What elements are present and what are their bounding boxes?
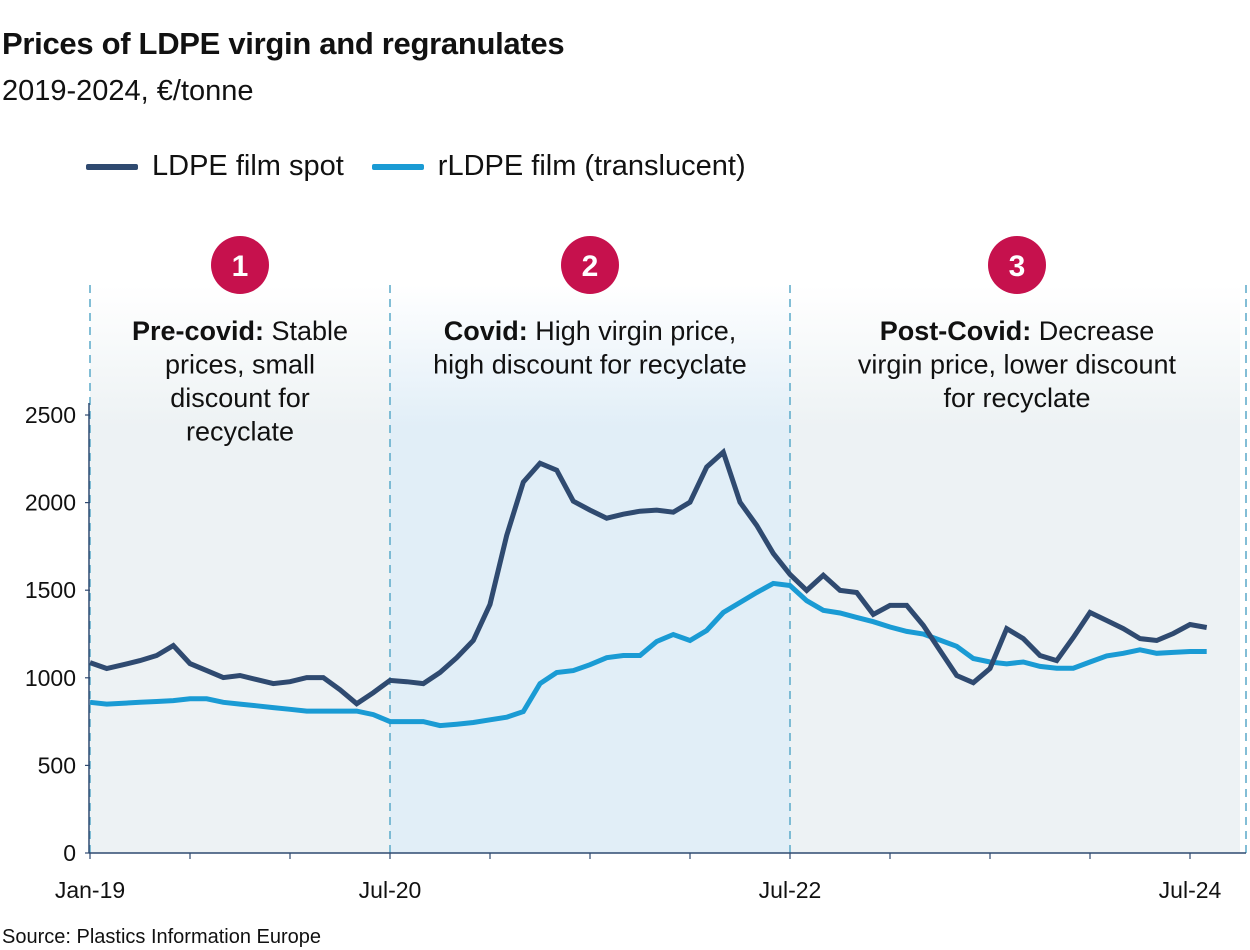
annotation-bold: Post-Covid: xyxy=(880,316,1032,346)
step-badge-3 xyxy=(988,236,1046,294)
y-tick-label: 500 xyxy=(38,752,76,778)
annotation-line: Post-Covid: Decrease xyxy=(880,316,1155,346)
x-tick-label: Jan-19 xyxy=(55,877,125,903)
step-badge-number: 3 xyxy=(1009,250,1026,283)
region-1 xyxy=(90,285,390,853)
annotation-text: Decrease xyxy=(1031,316,1154,346)
legend: LDPE film spot rLDPE film (translucent) xyxy=(86,150,774,183)
series-line-ldpe xyxy=(89,447,1208,707)
annotation-line: prices, small xyxy=(165,350,315,380)
legend-item-rldpe: rLDPE film (translucent) xyxy=(371,150,746,183)
step-badge-number: 1 xyxy=(232,250,249,283)
y-tick-label: 2000 xyxy=(25,490,76,516)
region-3 xyxy=(790,285,1240,853)
annotation-line: discount for xyxy=(170,383,310,413)
y-tick-label: 1000 xyxy=(25,665,76,691)
series-line-rldpe xyxy=(89,580,1207,729)
series-points-ldpe xyxy=(89,452,1207,704)
legend-item-ldpe: LDPE film spot xyxy=(86,150,344,183)
x-tick-label: Jul-20 xyxy=(359,877,422,903)
step-badge-number: 2 xyxy=(582,250,599,283)
chart-subtitle: 2019-2024, €/tonne xyxy=(2,75,254,107)
annotation-line: Pre-covid: Stable xyxy=(132,316,348,346)
annotation-text: High virgin price, xyxy=(528,316,737,346)
annotation-line: recyclate xyxy=(186,417,294,447)
annotation-line: for recyclate xyxy=(943,383,1090,413)
annotation-line: high discount for recyclate xyxy=(433,350,747,380)
y-tick-label: 1500 xyxy=(25,577,76,603)
legend-swatch-rldpe xyxy=(371,163,424,170)
region-2 xyxy=(390,285,790,853)
annotation-line: Covid: High virgin price, xyxy=(444,316,737,346)
annotation-line: virgin price, lower discount xyxy=(858,350,1177,380)
source-note: Source: Plastics Information Europe xyxy=(2,926,322,948)
legend-label-rldpe: rLDPE film (translucent) xyxy=(437,150,746,182)
x-tick-label: Jul-22 xyxy=(759,877,822,903)
legend-swatch-ldpe xyxy=(86,163,138,170)
annotation-text: Stable xyxy=(264,316,348,346)
step-badge-1 xyxy=(211,236,269,294)
y-tick-label: 2500 xyxy=(25,402,76,428)
chart-title: Prices of LDPE virgin and regranulates xyxy=(2,26,565,61)
series-points-rldpe xyxy=(89,583,1207,726)
step-badge-2 xyxy=(561,236,619,294)
y-tick-label: 0 xyxy=(63,840,76,866)
annotation-bold: Pre-covid: xyxy=(132,316,264,346)
legend-label-ldpe: LDPE film spot xyxy=(152,150,344,182)
annotation-bold: Covid: xyxy=(444,316,528,346)
x-tick-label: Jul-24 xyxy=(1159,877,1222,903)
